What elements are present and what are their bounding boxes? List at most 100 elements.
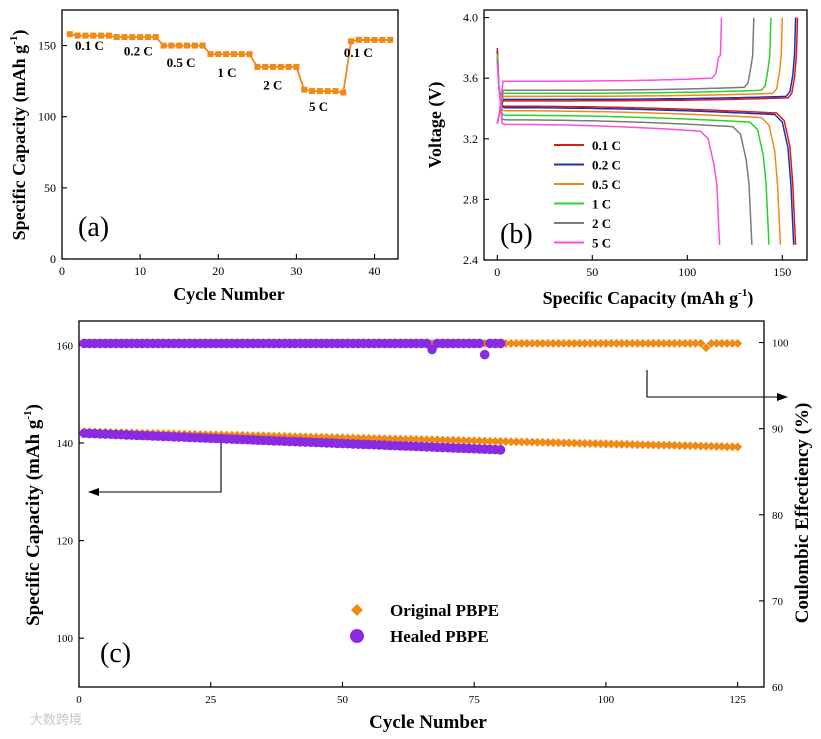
original-capacity-point (501, 437, 511, 446)
panel-c-chart: Specific Capacity (mAh g-1) Coulombic Ef… (22, 320, 813, 733)
efficiency-axis-arrow (646, 370, 782, 398)
original-capacity-point (453, 435, 463, 445)
panel-a-y-tick-label: 50 (44, 181, 56, 195)
panel-c-plot-frame (78, 320, 765, 688)
panel-b-charge-curve (496, 17, 723, 124)
original-capacity-point (469, 436, 479, 446)
panel-a-x-tick-label: 30 (290, 264, 302, 278)
panel-b-charge-curve (496, 17, 797, 124)
original-capacity-point (680, 441, 690, 451)
panel-a-data-point (223, 51, 230, 58)
original-efficiency-point (617, 338, 627, 348)
original-efficiency-point (527, 338, 537, 348)
efficiency-arrow-head (777, 393, 788, 401)
original-capacity-point (443, 435, 453, 445)
panel-a-data-point (277, 63, 284, 70)
panel-a-data-point (105, 32, 112, 39)
original-efficiency-point (659, 338, 669, 348)
panel-b-chart: Voltage (V) Specific Capacity (mAh g-1) … (425, 9, 808, 309)
original-efficiency-point (596, 338, 606, 348)
original-capacity-point (675, 441, 685, 451)
panel-a-data-point (152, 34, 159, 41)
panel-a-data-point (254, 63, 261, 70)
original-capacity-point (496, 436, 505, 446)
capacity-arrow-head (88, 488, 99, 496)
panel-a-data-point (199, 42, 206, 49)
panel-a-data-point (160, 42, 167, 49)
original-capacity-point (569, 438, 579, 448)
original-capacity-point (448, 435, 458, 445)
original-capacity-point (385, 434, 395, 444)
panel-b-y-tick-label: 3.6 (463, 71, 478, 85)
panel-a-data-point (230, 51, 237, 58)
panel-a-data-point (113, 34, 120, 41)
original-capacity-point (564, 438, 574, 448)
original-capacity-point (706, 441, 716, 451)
panel-b-discharge-curve (496, 50, 795, 245)
panel-b-charge-curve (496, 17, 799, 124)
original-capacity-point (464, 436, 474, 446)
original-capacity-point (422, 435, 432, 445)
original-efficiency-point (554, 338, 563, 348)
panel-b-x-axis-label: Specific Capacity (mAh g-1) (543, 287, 754, 309)
original-capacity-point (395, 434, 405, 444)
panel-a-rate-annotation: 0.1 C (344, 45, 373, 60)
panel-a-data-point (269, 63, 276, 70)
original-capacity-point (427, 435, 437, 445)
original-capacity-point (654, 440, 664, 450)
original-efficiency-point (717, 338, 727, 348)
panel-c-y2-axis-label: Coulombic Effectiency (%) (792, 403, 813, 624)
original-capacity-point (527, 437, 537, 447)
original-efficiency-point (627, 338, 637, 348)
panel-a-rate-annotation: 2 C (263, 78, 282, 93)
panel-a-data-point (348, 38, 355, 45)
panel-b-y-tick-label: 4.0 (463, 11, 478, 25)
panel-b-discharge-curve (496, 56, 770, 245)
panel-a-data-point (90, 32, 97, 39)
original-capacity-point (459, 436, 469, 446)
panel-b-charge-curve (496, 17, 784, 124)
panel-a-data-point (144, 34, 151, 41)
original-capacity-point (664, 440, 674, 450)
original-efficiency-point (580, 338, 590, 348)
panel-c-x-axis-label: Cycle Number (369, 712, 487, 733)
panel-a-y-tick-label: 100 (38, 110, 56, 124)
original-capacity-point (633, 440, 642, 450)
panel-a-x-tick-label: 40 (369, 264, 381, 278)
healed-efficiency-point (474, 338, 485, 349)
original-capacity-point (727, 442, 737, 452)
panel-a-y-tick-label: 0 (50, 252, 56, 266)
original-efficiency-point (548, 338, 558, 348)
panel-a-data-point (379, 36, 386, 43)
panel-c-y-axis-label: Specific Capacity (mAh g-1) (22, 404, 44, 626)
original-capacity-point (606, 439, 616, 449)
original-capacity-point (659, 440, 669, 450)
watermark: 大数跨境 (30, 713, 82, 728)
panel-c-y2-tick-label: 80 (772, 510, 784, 522)
panel-a-data-point (387, 36, 394, 43)
panel-a-data-point (129, 34, 136, 41)
panel-a-data-point (301, 86, 308, 93)
panel-b-x-tick-label: 50 (586, 265, 598, 279)
panel-a-data-point (332, 88, 339, 95)
original-capacity-point (638, 440, 648, 450)
panel-a-rate-annotation: 0.2 C (124, 44, 153, 59)
original-efficiency-point (638, 338, 648, 348)
original-efficiency-point (733, 338, 743, 348)
original-efficiency-point (506, 338, 516, 348)
original-capacity-point (585, 439, 595, 448)
original-capacity-point (401, 434, 411, 444)
original-capacity-point (622, 439, 632, 449)
original-capacity-point (522, 437, 532, 447)
panel-a-data-point (285, 63, 292, 70)
original-efficiency-point (727, 338, 737, 348)
original-efficiency-point (575, 338, 585, 348)
panel-a-y-axis-label: Specific Capacity (mAh g-1) (8, 30, 30, 241)
panel-b-legend-label: 1 C (592, 197, 611, 212)
original-capacity-point (511, 437, 521, 447)
panel-a-x-tick-label: 20 (212, 264, 224, 278)
original-capacity-point (691, 441, 700, 451)
panel-b-discharge-curve (496, 47, 797, 245)
panel-b-plot-frame (483, 9, 808, 261)
original-efficiency-point (675, 338, 685, 348)
